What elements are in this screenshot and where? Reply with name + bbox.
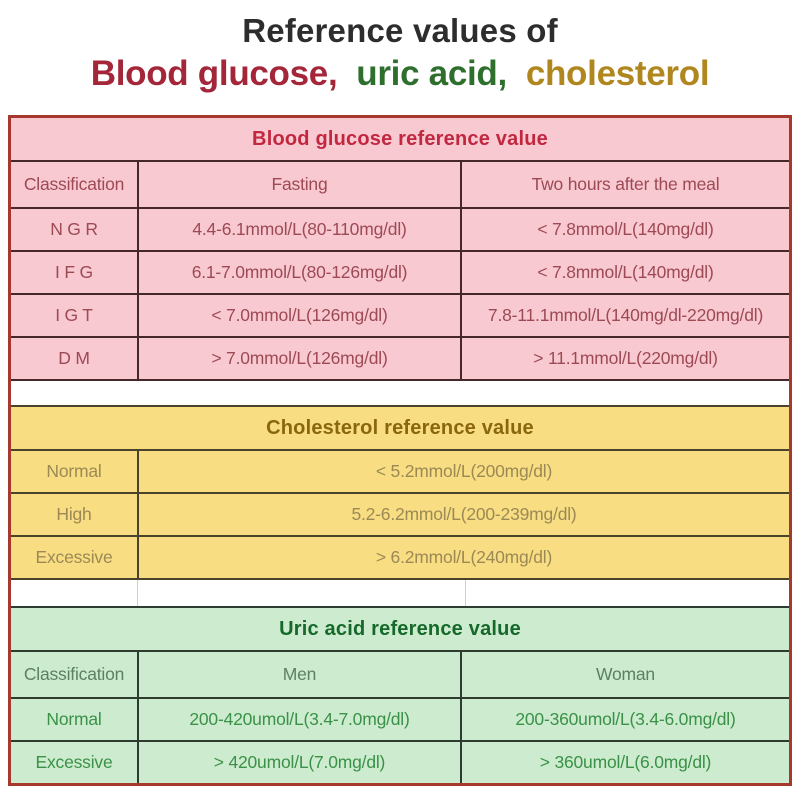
cholesterol-table: Cholesterol reference value Normal < 5.2mm… [11, 405, 789, 580]
cholesterol-row-label: Excessive [11, 535, 139, 580]
blood-glucose-column-header: Classification [11, 160, 139, 209]
blood-glucose-cell: < 7.8mmol/L(140mg/dl) [460, 207, 789, 252]
blood-glucose-row-label: I G T [11, 293, 139, 338]
blood-glucose-table: Blood glucose reference value Classificat… [11, 118, 789, 381]
cholesterol-row-label: Normal [11, 449, 139, 494]
blood-glucose-cell: 4.4-6.1mmol/L(80-110mg/dl) [137, 207, 462, 252]
blood-glucose-cell: > 7.0mmol/L(126mg/dl) [137, 336, 462, 381]
blood-glucose-row-label: I F G [11, 250, 139, 295]
cholesterol-cell: 5.2-6.2mmol/L(200-239mg/dl) [137, 492, 789, 537]
uric-acid-cell: 200-420umol/L(3.4-7.0mg/dl) [137, 697, 462, 742]
uric-acid-cell: 200-360umol/L(3.4-6.0mg/dl) [459, 697, 789, 742]
uric-acid-column-header: Classification [11, 650, 139, 699]
table-gap [11, 580, 789, 606]
uric-acid-row-label: Normal [11, 697, 139, 742]
subtitle-cholesterol: cholesterol [516, 53, 710, 93]
blood-glucose-row-label: N G R [11, 207, 139, 252]
uric-acid-row-label: Excessive [11, 740, 139, 783]
cholesterol-cell: < 5.2mmol/L(200mg/dl) [137, 449, 789, 494]
title-block: Reference values of Blood glucose, uric … [0, 0, 800, 94]
blood-glucose-table-title: Blood glucose reference value [11, 118, 789, 162]
blood-glucose-row-label: D M [11, 336, 139, 381]
blood-glucose-cell: < 7.8mmol/L(140mg/dl) [460, 250, 789, 295]
blood-glucose-cell: 7.8-11.1mmol/L(140mg/dl-220mg/dl) [460, 293, 789, 338]
blood-glucose-cell: > 11.1mmol/L(220mg/dl) [460, 336, 789, 381]
blood-glucose-column-header: Fasting [137, 160, 462, 209]
table-gap [11, 381, 789, 405]
uric-acid-table: Uric acid reference value Classification M… [11, 606, 789, 783]
cholesterol-cell: > 6.2mmol/L(240mg/dl) [137, 535, 789, 580]
uric-acid-cell: > 360umol/L(6.0mg/dl) [459, 740, 789, 783]
uric-acid-column-header: Men [137, 650, 462, 699]
cholesterol-row-label: High [11, 492, 139, 537]
uric-acid-column-header: Woman [459, 650, 789, 699]
cholesterol-table-title: Cholesterol reference value [11, 405, 789, 451]
page-subtitle: Blood glucose, uric acid, cholesterol [0, 54, 800, 94]
blood-glucose-cell: < 7.0mmol/L(126mg/dl) [137, 293, 462, 338]
page-title: Reference values of [242, 12, 558, 49]
blood-glucose-cell: 6.1-7.0mmol/L(80-126mg/dl) [137, 250, 462, 295]
uric-acid-table-title: Uric acid reference value [11, 606, 789, 652]
blood-glucose-column-header: Two hours after the meal [460, 160, 789, 209]
subtitle-uric-acid: uric acid, [346, 53, 507, 93]
subtitle-blood-glucose: Blood glucose, [90, 53, 338, 93]
uric-acid-cell: > 420umol/L(7.0mg/dl) [137, 740, 462, 783]
gap-divider-line [465, 580, 466, 606]
reference-tables-frame: Blood glucose reference value Classificat… [8, 115, 792, 786]
gap-divider-line [137, 580, 138, 606]
